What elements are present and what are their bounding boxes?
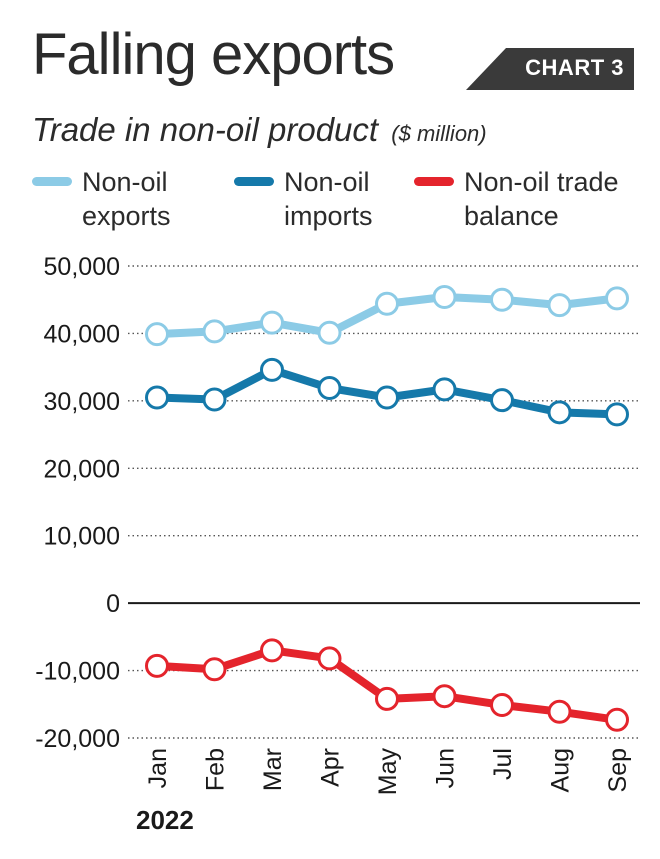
- legend-exports-line2: exports: [82, 201, 171, 231]
- legend-swatch-balance: [414, 177, 454, 186]
- chart-badge: CHART 3: [466, 48, 634, 90]
- data-point-exports: [202, 319, 227, 344]
- data-point-balance: [145, 653, 169, 678]
- legend-swatch-imports: [234, 177, 274, 186]
- legend-label-balance: Non-oil trade balance: [464, 165, 654, 233]
- data-point-imports: [547, 400, 572, 425]
- x-tick-label: Mar: [259, 748, 287, 791]
- subtitle-text: Trade in non-oil product: [32, 111, 379, 148]
- legend-swatch-exports: [32, 177, 72, 186]
- legend-imports-line2: imports: [284, 201, 373, 231]
- data-point-balance: [605, 707, 629, 732]
- data-point-exports: [260, 310, 284, 335]
- x-tick-label: Apr: [317, 748, 345, 787]
- legend-balance-line2: balance: [464, 201, 559, 231]
- x-tick-label: Jan: [144, 748, 172, 788]
- data-point-balance: [375, 686, 399, 711]
- data-point-balance: [202, 657, 227, 682]
- legend-exports-line1: Non-oil: [82, 167, 168, 197]
- data-point-imports: [145, 385, 169, 410]
- data-point-exports: [605, 286, 629, 311]
- data-point-exports: [375, 291, 399, 316]
- data-point-exports: [317, 320, 342, 345]
- x-tick-label: Feb: [202, 748, 230, 791]
- y-tick-label: 20,000: [44, 455, 120, 483]
- y-tick-label: 50,000: [44, 253, 120, 281]
- data-point-balance: [317, 646, 342, 671]
- data-point-balance: [432, 684, 457, 709]
- chart-title: Falling exports: [32, 22, 395, 87]
- legend-label-imports: Non-oil imports: [284, 165, 474, 233]
- y-tick-label: 0: [106, 590, 120, 618]
- data-point-imports: [317, 376, 342, 401]
- x-tick-label: May: [374, 748, 402, 796]
- unit-label: ($ million): [391, 121, 487, 146]
- y-tick-label: 10,000: [44, 523, 120, 551]
- y-tick-label: -10,000: [35, 658, 120, 686]
- data-point-imports: [432, 377, 457, 402]
- data-point-exports: [547, 293, 572, 318]
- year-label: 2022: [136, 805, 194, 835]
- legend-label-exports: Non-oil exports: [82, 165, 272, 233]
- data-point-balance: [547, 699, 572, 724]
- chart-subtitle: Trade in non-oil product ($ million): [32, 111, 487, 148]
- data-point-balance: [260, 638, 284, 663]
- x-tick-label: Jun: [432, 748, 460, 788]
- legend-balance-line1: Non-oil trade: [464, 167, 619, 197]
- data-point-imports: [375, 385, 399, 410]
- data-point-imports: [260, 357, 284, 382]
- data-point-imports: [605, 402, 629, 427]
- badge-shape: [466, 48, 634, 90]
- y-tick-label: -20,000: [35, 725, 120, 753]
- data-point-exports: [145, 322, 169, 347]
- data-point-imports: [490, 388, 514, 413]
- x-tick-label: Sep: [604, 748, 632, 792]
- badge-label: CHART 3: [525, 55, 624, 80]
- y-tick-label: 40,000: [44, 320, 120, 348]
- x-tick-label: Aug: [547, 748, 575, 792]
- data-point-exports: [490, 287, 514, 312]
- data-point-balance: [490, 692, 514, 717]
- data-point-exports: [432, 285, 457, 310]
- y-tick-label: 30,000: [44, 388, 120, 416]
- x-tick-label: Jul: [489, 748, 517, 780]
- data-point-imports: [202, 387, 227, 412]
- legend-imports-line1: Non-oil: [284, 167, 370, 197]
